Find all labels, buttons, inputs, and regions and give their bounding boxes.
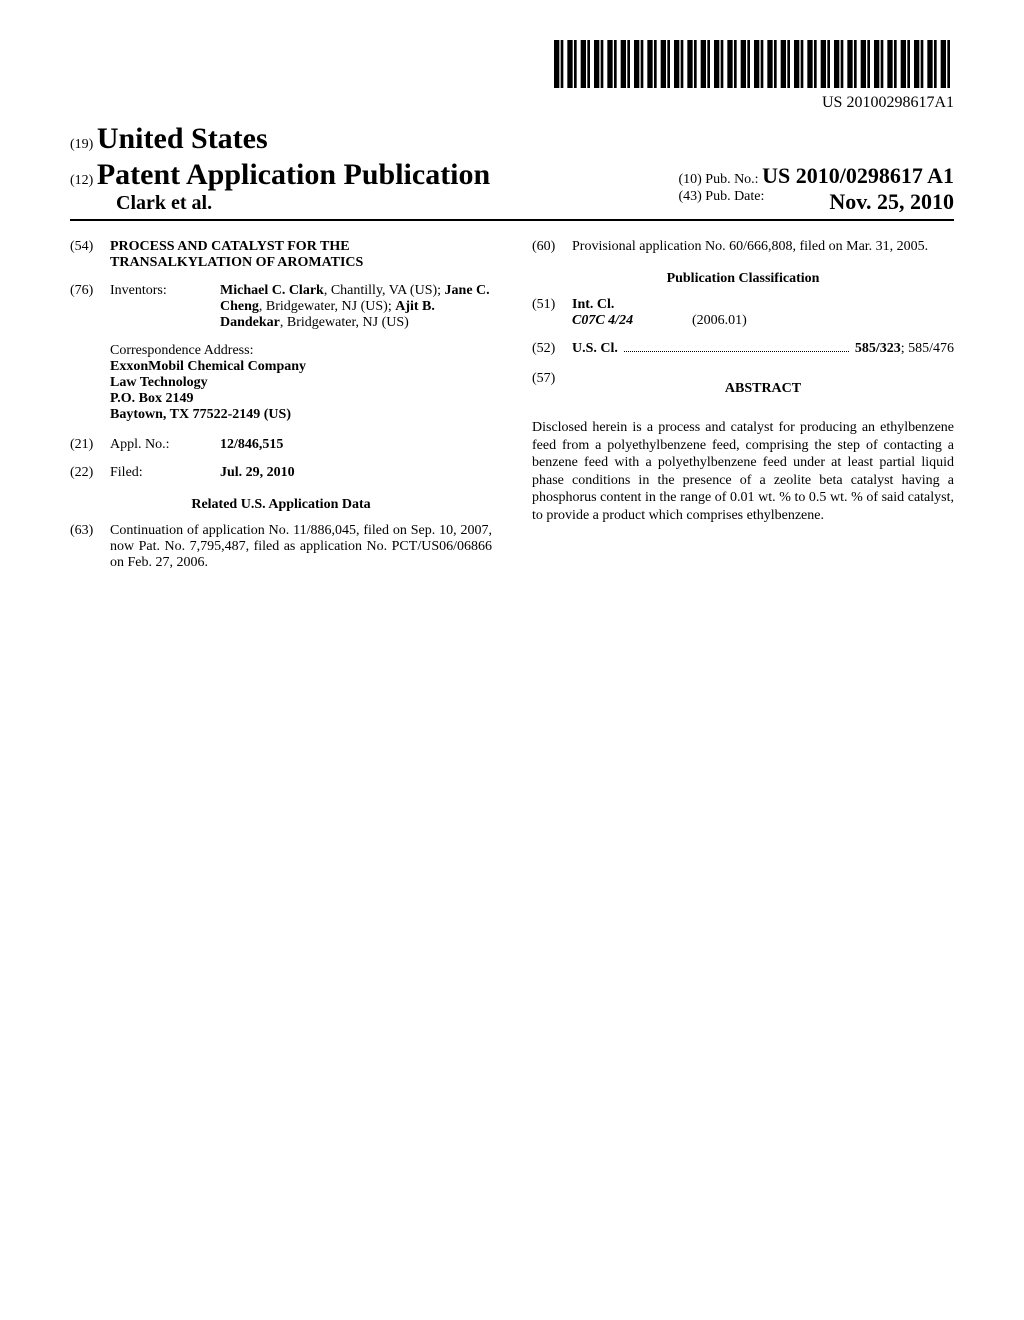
uscl-code: (52) [532, 341, 572, 357]
doc-type: Patent Application Publication [97, 158, 490, 191]
pubno-line: (10) Pub. No.: US 2010/0298617 A1 [678, 163, 954, 189]
inventor-loc: , Chantilly, VA (US); [324, 283, 445, 298]
correspondence-line-3: Baytown, TX 77522-2149 (US) [110, 407, 492, 423]
barcode-row [70, 40, 954, 88]
inventor-name: Michael C. Clark [220, 283, 324, 298]
provisional-field: (60) Provisional application No. 60/666,… [532, 239, 954, 255]
pubno-code: (10) [678, 172, 701, 187]
country-name: United States [97, 122, 268, 155]
correspondence-line-1: Law Technology [110, 375, 492, 391]
abstract-field: (57) ABSTRACT [532, 371, 954, 407]
title-code: (54) [70, 239, 110, 271]
cont-code: (63) [70, 523, 110, 571]
title-field: (54) PROCESS AND CATALYST FOR THE TRANSA… [70, 239, 492, 271]
appl-label: Appl. No.: [110, 437, 220, 453]
right-column: (60) Provisional application No. 60/666,… [532, 239, 954, 583]
intcl-field: (51) Int. Cl. C07C 4/24 (2006.01) [532, 297, 954, 329]
uscl-main: 585/323 [855, 341, 901, 357]
inventors-body: Michael C. Clark, Chantilly, VA (US); Ja… [220, 283, 492, 331]
uscl-field: (52) U.S. Cl. 585/323; 585/476 [532, 341, 954, 357]
abs-code: (57) [532, 371, 572, 407]
uscl-body: U.S. Cl. 585/323; 585/476 [572, 341, 954, 357]
correspondence-line-0: ExxonMobil Chemical Company [110, 359, 492, 375]
pubdate-label: Pub. Date: [705, 189, 764, 205]
intcl-label: Int. Cl. [572, 297, 954, 313]
pubclass-title: Publication Classification [532, 271, 954, 287]
prov-body: Provisional application No. 60/666,808, … [572, 239, 954, 255]
cont-body: Continuation of application No. 11/886,0… [110, 523, 492, 571]
correspondence-label: Correspondence Address: [110, 343, 492, 359]
intcl-date: (2006.01) [692, 313, 747, 329]
patent-page: US 20100298617A1 (19) United States (12)… [0, 0, 1024, 1320]
inventors-field: (76) Inventors: Michael C. Clark, Chanti… [70, 283, 492, 331]
filed-date: Jul. 29, 2010 [220, 465, 492, 481]
inventors-code: (76) [70, 283, 110, 331]
intcl-code: (51) [532, 297, 572, 329]
related-title: Related U.S. Application Data [70, 497, 492, 513]
filed-field: (22) Filed: Jul. 29, 2010 [70, 465, 492, 481]
type-code: (12) [70, 173, 93, 188]
correspondence-line-2: P.O. Box 2149 [110, 391, 492, 407]
country-line: (19) United States [70, 122, 490, 156]
invention-title: PROCESS AND CATALYST FOR THE TRANSALKYLA… [110, 239, 492, 271]
barcode [554, 40, 954, 88]
abstract-body: Disclosed herein is a process and cataly… [532, 419, 954, 524]
type-line: (12) Patent Application Publication [70, 158, 490, 192]
uscl-dots [624, 343, 849, 352]
continuation-field: (63) Continuation of application No. 11/… [70, 523, 492, 571]
intcl-symbol: C07C 4/24 [572, 313, 692, 329]
prov-code: (60) [532, 239, 572, 255]
inventor-loc: , Bridgewater, NJ (US); [259, 299, 395, 314]
appl-no: 12/846,515 [220, 437, 492, 453]
header-right: (10) Pub. No.: US 2010/0298617 A1 (43) P… [678, 163, 954, 215]
header: (19) United States (12) Patent Applicati… [70, 122, 954, 221]
pubdate-line: (43) Pub. Date: Nov. 25, 2010 [678, 189, 954, 205]
intcl-body: Int. Cl. C07C 4/24 (2006.01) [572, 297, 954, 329]
filed-code: (22) [70, 465, 110, 481]
pubno: US 2010/0298617 A1 [762, 163, 954, 188]
body-columns: (54) PROCESS AND CATALYST FOR THE TRANSA… [70, 239, 954, 583]
appl-no-field: (21) Appl. No.: 12/846,515 [70, 437, 492, 453]
inventors-label: Inventors: [110, 283, 220, 331]
barcode-pub-number: US 20100298617A1 [70, 94, 954, 112]
pubdate-code: (43) [678, 189, 701, 204]
correspondence-block: Correspondence Address: ExxonMobil Chemi… [110, 343, 492, 423]
inventor-loc: , Bridgewater, NJ (US) [280, 315, 409, 330]
intcl-row: C07C 4/24 (2006.01) [572, 313, 954, 329]
pubno-label: Pub. No.: [705, 172, 758, 187]
left-column: (54) PROCESS AND CATALYST FOR THE TRANSA… [70, 239, 492, 583]
appl-code: (21) [70, 437, 110, 453]
header-left: (19) United States (12) Patent Applicati… [70, 122, 490, 215]
abs-title: ABSTRACT [572, 381, 954, 397]
filed-label: Filed: [110, 465, 220, 481]
authors: Clark et al. [70, 192, 490, 215]
usc-code: (19) [70, 137, 93, 152]
pubdate: Nov. 25, 2010 [829, 189, 954, 215]
uscl-label: U.S. Cl. [572, 341, 618, 357]
uscl-other: ; 585/476 [901, 341, 954, 357]
